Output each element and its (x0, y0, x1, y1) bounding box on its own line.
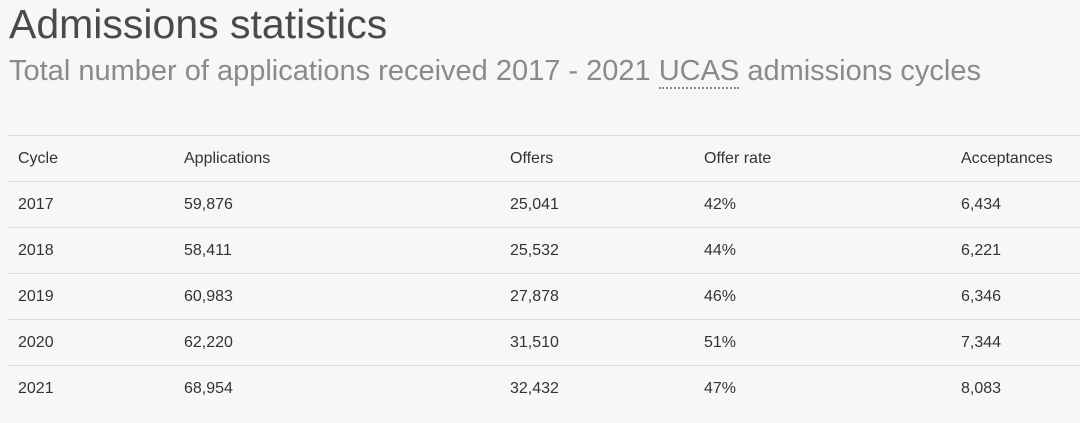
cell-offer-rate: 46% (694, 273, 951, 320)
table-row: 2017 59,876 25,041 42% 6,434 (8, 181, 1080, 228)
cell-acceptances: 8,083 (951, 365, 1080, 411)
table-row: 2020 62,220 31,510 51% 7,344 (8, 319, 1080, 366)
ucas-abbreviation[interactable]: UCAS (658, 55, 740, 89)
table-header-row: Cycle Applications Offers Offer rate Acc… (8, 135, 1080, 182)
cell-applications: 58,411 (174, 227, 500, 274)
cell-cycle: 2021 (8, 365, 174, 411)
column-header-offer-rate: Offer rate (694, 135, 951, 182)
admissions-statistics-table: Cycle Applications Offers Offer rate Acc… (8, 135, 1080, 411)
cell-offer-rate: 47% (694, 365, 951, 411)
column-header-offers: Offers (500, 135, 694, 182)
cell-applications: 68,954 (174, 365, 500, 411)
cell-offers: 25,041 (500, 181, 694, 228)
cell-applications: 62,220 (174, 319, 500, 366)
cell-acceptances: 7,344 (951, 319, 1080, 366)
cell-acceptances: 6,434 (951, 181, 1080, 228)
subtitle-text-suffix: admissions cycles (739, 55, 982, 87)
cell-offer-rate: 42% (694, 181, 951, 228)
cell-cycle: 2020 (8, 319, 174, 366)
cell-offers: 25,532 (500, 227, 694, 274)
table-row: 2018 58,411 25,532 44% 6,221 (8, 227, 1080, 274)
table-row: 2021 68,954 32,432 47% 8,083 (8, 365, 1080, 411)
cell-cycle: 2019 (8, 273, 174, 320)
column-header-applications: Applications (174, 135, 500, 182)
cell-offer-rate: 44% (694, 227, 951, 274)
page-subtitle: Total number of applications received 20… (9, 51, 981, 91)
cell-offers: 32,432 (500, 365, 694, 411)
cell-offers: 27,878 (500, 273, 694, 320)
cell-cycle: 2017 (8, 181, 174, 228)
cell-cycle: 2018 (8, 227, 174, 274)
column-header-cycle: Cycle (8, 135, 174, 182)
page-title: Admissions statistics (9, 1, 388, 47)
table-row: 2019 60,983 27,878 46% 6,346 (8, 273, 1080, 320)
cell-applications: 59,876 (174, 181, 500, 228)
subtitle-text-prefix: Total number of applications received 20… (9, 55, 659, 87)
cell-acceptances: 6,346 (951, 273, 1080, 320)
cell-acceptances: 6,221 (951, 227, 1080, 274)
column-header-acceptances: Acceptances (951, 135, 1080, 182)
cell-offer-rate: 51% (694, 319, 951, 366)
cell-offers: 31,510 (500, 319, 694, 366)
cell-applications: 60,983 (174, 273, 500, 320)
